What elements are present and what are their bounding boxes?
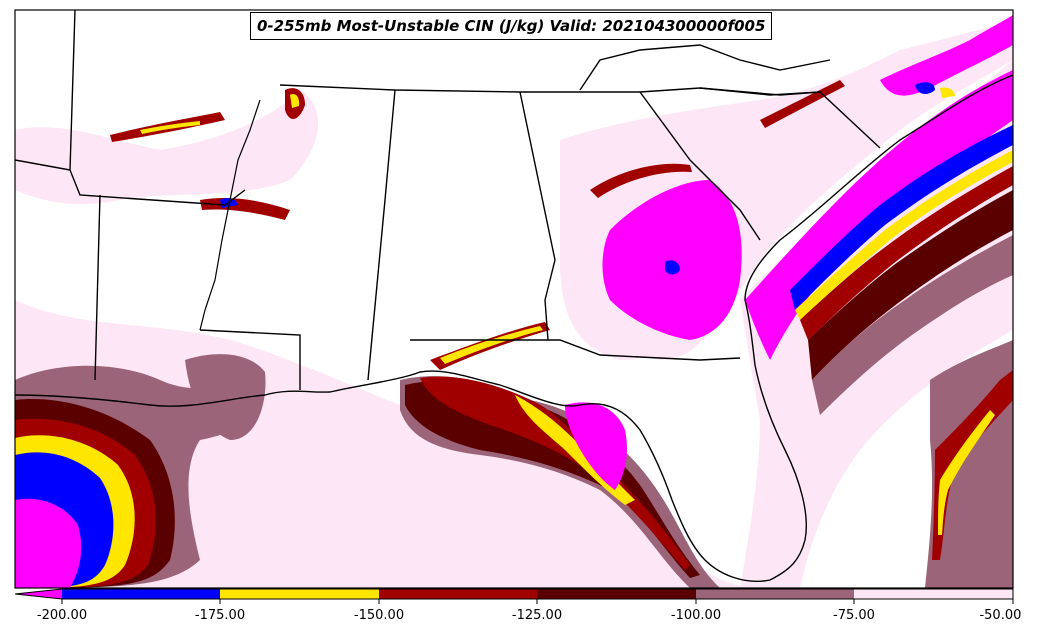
va-mix: [880, 15, 1013, 96]
atl-band-blue: [790, 125, 1013, 310]
colorbar-bin-6: [854, 589, 1013, 599]
state-line-10: [699, 87, 881, 149]
inland-lightpink-1: [15, 90, 319, 205]
colorbar: [14, 588, 1014, 604]
gulf-darkred-east: [405, 381, 700, 578]
gulf-coastline: [15, 74, 1013, 582]
map-frame: [14, 9, 1014, 589]
georgia-magenta: [602, 180, 742, 340]
gulf-magenta-west: [15, 498, 82, 588]
colorbar-bin-3: [379, 589, 537, 599]
colorbar-outline: [14, 588, 1014, 600]
colorbar-bin-5: [696, 589, 854, 599]
atl-band-red: [800, 166, 1013, 340]
state-line-6: [519, 91, 556, 341]
colorbar-tick-label: -150.00: [353, 608, 405, 623]
sc-mix-red: [760, 80, 845, 128]
tn-mix-yellow: [140, 121, 200, 134]
colorbar-tick-label: -175.00: [194, 608, 246, 623]
colorbar-bin-2: [220, 589, 379, 599]
va-mix-yellow: [940, 87, 955, 98]
georgia-blue-spot: [665, 260, 680, 275]
colorbar-tick-label: -200.00: [36, 608, 88, 623]
cin-fields: [15, 10, 1013, 588]
coast-band-alfl-y: [440, 326, 543, 364]
atl-east-yellow: [938, 410, 995, 535]
state-line-5: [367, 89, 396, 381]
colorbar-ticks: [61, 599, 1014, 604]
gulf-red-east: [420, 376, 690, 570]
colorbar-tick-label: -75.00: [833, 608, 875, 623]
atl-band-mauve: [812, 235, 1013, 415]
state-line-7: [199, 329, 301, 390]
state-line-2: [69, 169, 246, 206]
mississippi-river: [199, 99, 261, 331]
state-line-8: [410, 339, 741, 361]
northern-line: [579, 44, 831, 91]
atl-band-darkred: [808, 190, 1013, 380]
va-mix-blue: [915, 82, 935, 95]
colorbar-bin-4: [537, 589, 696, 599]
gulf-magenta-east: [565, 402, 627, 490]
colorbar-tick-label: -125.00: [511, 608, 563, 623]
boundary-lines: [15, 10, 1013, 582]
colorbar-tick-label: -100.00: [670, 608, 722, 623]
colorbar-tick-label: -50.00: [979, 608, 1022, 623]
gulf-mauve-west-b: [185, 354, 266, 440]
state-line-9: [639, 91, 761, 241]
colorbar-under: [15, 589, 62, 599]
state-line-3: [94, 194, 101, 381]
atl-band-yellow: [795, 150, 1013, 320]
colorbar-bin-1: [62, 589, 220, 599]
map-title: 0-255mb Most-Unstable CIN (J/kg) Valid: …: [250, 12, 773, 40]
ky-mix-yellow: [290, 94, 300, 108]
georgia-red-edge: [590, 163, 692, 198]
